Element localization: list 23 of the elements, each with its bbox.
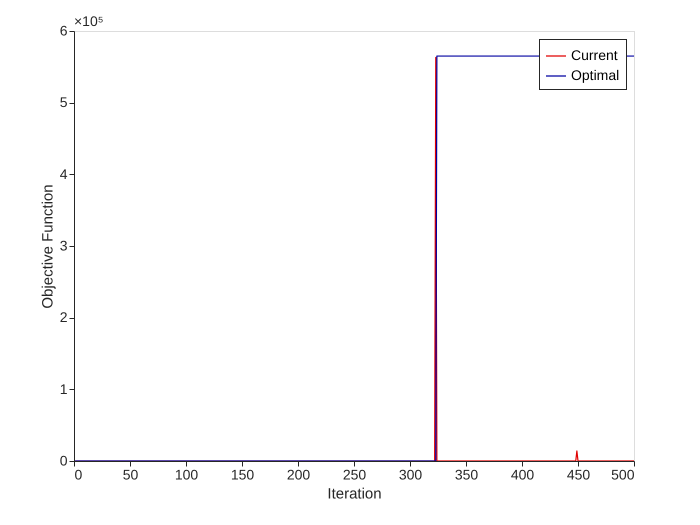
x-tick-label: 500 (611, 466, 635, 482)
x-tick-label: 250 (342, 466, 366, 482)
x-tick-label: 300 (398, 466, 422, 482)
x-tick-label: 100 (174, 466, 198, 482)
x-tick-label: 150 (230, 466, 254, 482)
legend-label: Optimal (571, 67, 620, 83)
x-tick-label: 350 (454, 466, 478, 482)
y-tick-label: 2 (60, 309, 68, 326)
y-tick-label: 4 (60, 166, 68, 182)
text: ×10⁵ (74, 13, 104, 29)
x-tick-label: 0 (74, 466, 82, 482)
x-axis-title: Iteration (327, 486, 382, 502)
y-tick-label: 0 (60, 452, 68, 468)
x-tick-label: 50 (122, 466, 138, 482)
x-tick-label: 400 (510, 466, 534, 482)
y-tick-label: 6 (60, 22, 68, 38)
y-tick-label: 5 (60, 94, 68, 110)
legend-label: Current (571, 47, 618, 63)
y-tick-label: 3 (60, 238, 68, 254)
x-tick-label: 200 (286, 466, 310, 482)
y-tick-label: 1 (60, 380, 68, 397)
x-tick-label: 450 (566, 466, 590, 482)
y-axis-title: Objective Function (40, 184, 57, 309)
